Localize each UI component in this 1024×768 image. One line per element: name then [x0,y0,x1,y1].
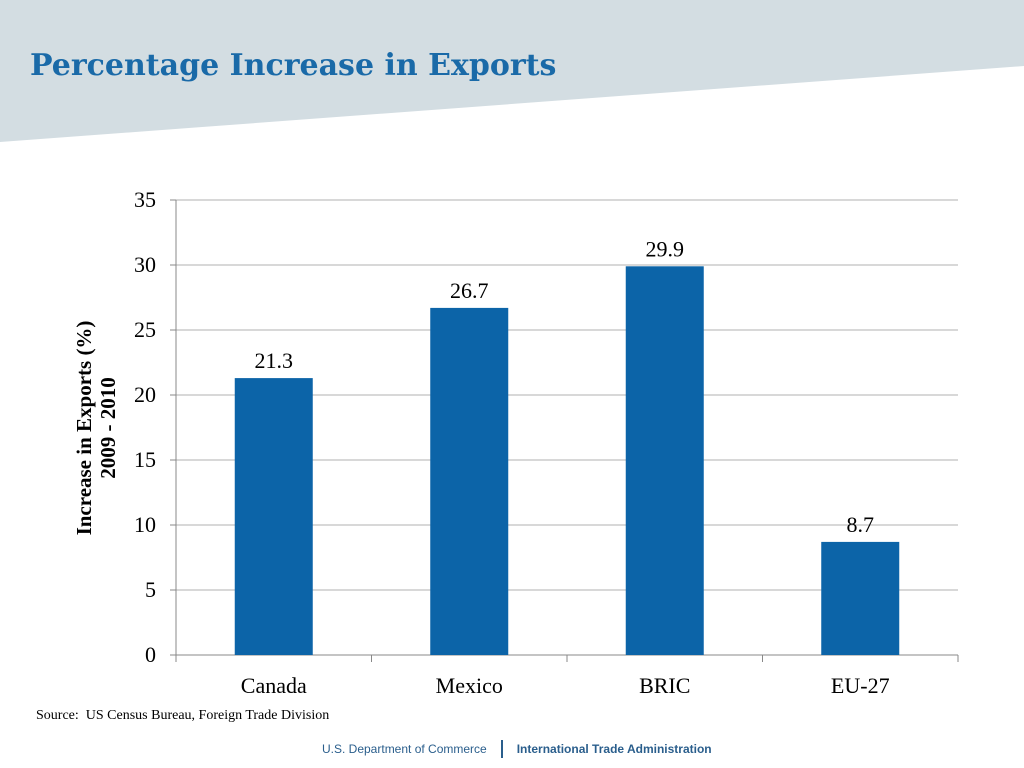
y-tick-label: 0 [145,642,156,667]
footer-department: U.S. Department of Commerce [322,742,487,756]
y-axis-title-line: 2009 - 2010 [96,377,120,479]
source-note: Source: US Census Bureau, Foreign Trade … [36,708,330,723]
y-axis-title-line: Increase in Exports (%) [72,321,96,536]
slide-title: Percentage Increase in Exports [30,48,557,83]
bar-eu-27 [821,541,900,655]
data-label: 29.9 [646,236,685,261]
bar-canada [234,378,313,655]
x-category-label: Canada [241,673,307,698]
y-tick-label: 35 [134,187,156,212]
y-tick-label: 15 [134,447,156,472]
y-tick-label: 20 [134,382,156,407]
bar-bric [625,266,704,655]
x-category-label: Mexico [436,673,503,698]
x-category-label: BRIC [639,673,690,698]
y-tick-label: 25 [134,317,156,342]
y-tick-label: 10 [134,512,156,537]
footer: U.S. Department of Commerce Internationa… [322,739,712,759]
bar-mexico [430,307,509,655]
header-banner [0,0,1024,142]
data-label: 8.7 [847,512,875,537]
footer-divider [500,740,503,758]
footer-agency: International Trade Administration [516,742,712,756]
y-tick-label: 5 [145,577,156,602]
y-tick-label: 30 [134,252,156,277]
bars [234,266,900,655]
data-label: 26.7 [450,278,489,303]
labels: 0 5 10 15 20 25 30 35 21.3 Canada 26.7 Mexico 29.9 BR… [72,187,890,698]
y-axis-title: Increase in Exports (%)2009 - 2010 [72,321,120,536]
x-category-label: EU-27 [831,673,890,698]
data-label: 21.3 [255,348,294,373]
bar-chart: 0 5 10 15 20 25 30 35 21.3 Canada 26.7 Mexico 29.9 BR… [72,187,959,698]
